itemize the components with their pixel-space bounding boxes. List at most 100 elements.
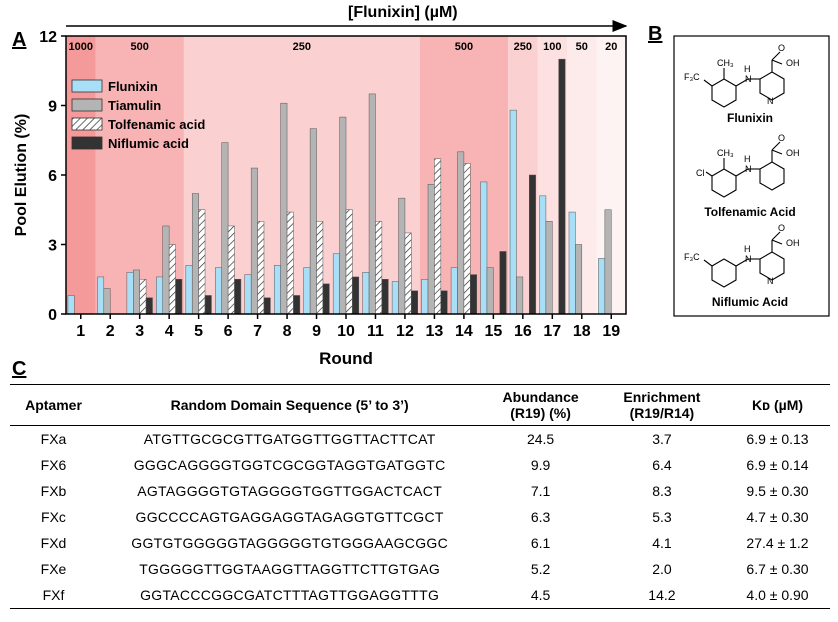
- concentration-label: 250: [514, 41, 532, 53]
- legend-swatch: [71, 98, 103, 112]
- x-tick-label: 3: [135, 323, 144, 340]
- concentration-label: 100: [543, 41, 561, 53]
- bar-niflumic-acid: [499, 251, 507, 315]
- cell-enrichment: 8.3: [652, 483, 672, 499]
- bar-flunixin: [480, 181, 488, 315]
- bar-tolfenamic-acid: [404, 232, 412, 315]
- tolfenamic-nh: N: [745, 164, 752, 174]
- panel-a-letter: A: [12, 29, 26, 51]
- bar-tolfenamic-acid: [198, 209, 206, 315]
- bar-tiamulin: [545, 221, 553, 315]
- bar-flunixin: [215, 267, 222, 315]
- bar-niflumic-acid: [352, 276, 360, 315]
- bar-flunixin: [185, 265, 193, 315]
- bar-tolfenamic-acid: [316, 221, 324, 315]
- concentration-label: 50: [576, 41, 588, 53]
- flunixin-oh: OH: [786, 58, 800, 68]
- flunixin-o: O: [778, 43, 785, 53]
- x-tick-label: 7: [253, 323, 262, 340]
- legend-label: Niflumic acid: [108, 136, 189, 151]
- bar-niflumic-acid: [470, 274, 477, 315]
- header-enrichment-line1: Enrichment: [623, 389, 701, 405]
- cell-enrichment: 5.3: [652, 509, 672, 525]
- bar-tiamulin: [250, 167, 258, 315]
- bar-tiamulin: [280, 102, 288, 315]
- bar-flunixin: [67, 295, 75, 315]
- niflumic-h: H: [744, 244, 751, 254]
- niflumic-label: Niflumic Acid: [712, 295, 788, 309]
- table-row: FXb AGTAGGGGTGTAGGGGTGGTTGGACTCACT 7.1 8.3 9…: [10, 478, 830, 504]
- cell-abundance: 9.9: [530, 457, 551, 473]
- bar-tiamulin: [133, 269, 140, 315]
- bar-flunixin: [244, 274, 252, 315]
- niflumic-ring-n: N: [767, 276, 774, 286]
- cell-abundance: 24.5: [526, 431, 555, 447]
- bar-flunixin: [539, 195, 547, 315]
- x-axis-label: Round: [319, 349, 373, 368]
- cell-aptamer: FX6: [40, 457, 67, 473]
- bar-tiamulin: [457, 151, 465, 315]
- flunixin-h: H: [744, 64, 751, 74]
- bar-flunixin: [273, 265, 281, 315]
- y-tick-label: 12: [39, 29, 57, 46]
- bar-tiamulin: [398, 197, 406, 315]
- bar-niflumic-acid: [558, 58, 566, 315]
- bar-flunixin: [362, 272, 370, 315]
- niflumic-cf3: F₃C: [684, 252, 700, 262]
- x-tick-label: 11: [367, 323, 384, 340]
- flunixin-ch3: CH₃: [717, 58, 734, 68]
- bar-niflumic-acid: [528, 174, 536, 315]
- flunixin-ring-n: N: [767, 96, 774, 106]
- cell-enrichment: 14.2: [598, 582, 725, 609]
- concentration-label: 500: [455, 41, 473, 53]
- niflumic-nh: N: [745, 254, 752, 264]
- cell-abundance: 6.1: [530, 535, 551, 551]
- legend-swatch: [71, 136, 103, 150]
- table-row: FXc GGCCCCAGTGAGGAGGTAGAGGTGTTCGCT 6.3 5.3 4…: [10, 504, 830, 530]
- header-abundance-line1: Abundance: [502, 389, 579, 405]
- bar-flunixin: [450, 267, 458, 315]
- cell-enrichment: 4.1: [652, 535, 672, 551]
- cell-aptamer: FXc: [41, 509, 66, 525]
- x-tick-label: 4: [165, 323, 174, 340]
- bar-tolfenamic-acid: [345, 209, 353, 315]
- cell-abundance: 5.2: [530, 561, 551, 577]
- cell-kd: 27.4 ± 1.2: [746, 535, 809, 551]
- bar-niflumic-acid: [440, 290, 448, 315]
- tolfenamic-label: Tolfenamic Acid: [704, 205, 795, 219]
- panel-c-letter: C: [12, 358, 27, 380]
- y-tick-label: 6: [48, 168, 57, 185]
- header-aptamer: Aptamer: [10, 384, 97, 426]
- bar-tiamulin: [486, 267, 494, 315]
- x-tick-label: 16: [514, 323, 532, 340]
- y-tick-label: 9: [48, 99, 57, 116]
- bar-tolfenamic-acid: [375, 221, 383, 315]
- bar-niflumic-acid: [145, 297, 153, 315]
- header-enrichment-line2: (R19/R14): [629, 405, 695, 421]
- bar-tiamulin: [368, 93, 376, 315]
- bar-niflumic-acid: [175, 279, 183, 315]
- x-tick-label: 17: [543, 323, 561, 340]
- x-tick-label: 12: [396, 323, 414, 340]
- bar-tiamulin: [575, 244, 583, 315]
- x-tick-label: 1: [76, 323, 85, 340]
- bar-niflumic-acid: [293, 295, 301, 315]
- bar-niflumic-acid: [234, 279, 242, 315]
- bar-tolfenamic-acid: [434, 158, 442, 315]
- bar-tiamulin: [604, 209, 612, 315]
- bar-tolfenamic-acid: [227, 225, 235, 315]
- tolfenamic-oh: OH: [786, 148, 800, 158]
- bar-tiamulin: [221, 142, 229, 315]
- bar-tolfenamic-acid: [168, 244, 176, 315]
- cell-aptamer: FXa: [40, 431, 67, 447]
- cell-sequence: TGGGGGTTGGTAAGGTTAGGTTCTTGTGAG: [139, 561, 441, 577]
- table-row: FXf GGTACCCGGCGATCTTTAGTTGGAGGTTTG 4.5 14.2…: [10, 582, 830, 609]
- cell-abundance: 6.3: [530, 509, 551, 525]
- legend-label: Tiamulin: [108, 98, 161, 113]
- bar-flunixin: [97, 276, 105, 315]
- structures-box: [673, 35, 830, 317]
- bar-tiamulin: [191, 193, 199, 315]
- bar-flunixin: [391, 281, 399, 315]
- cell-kd: 4.0 ± 0.90: [725, 582, 830, 609]
